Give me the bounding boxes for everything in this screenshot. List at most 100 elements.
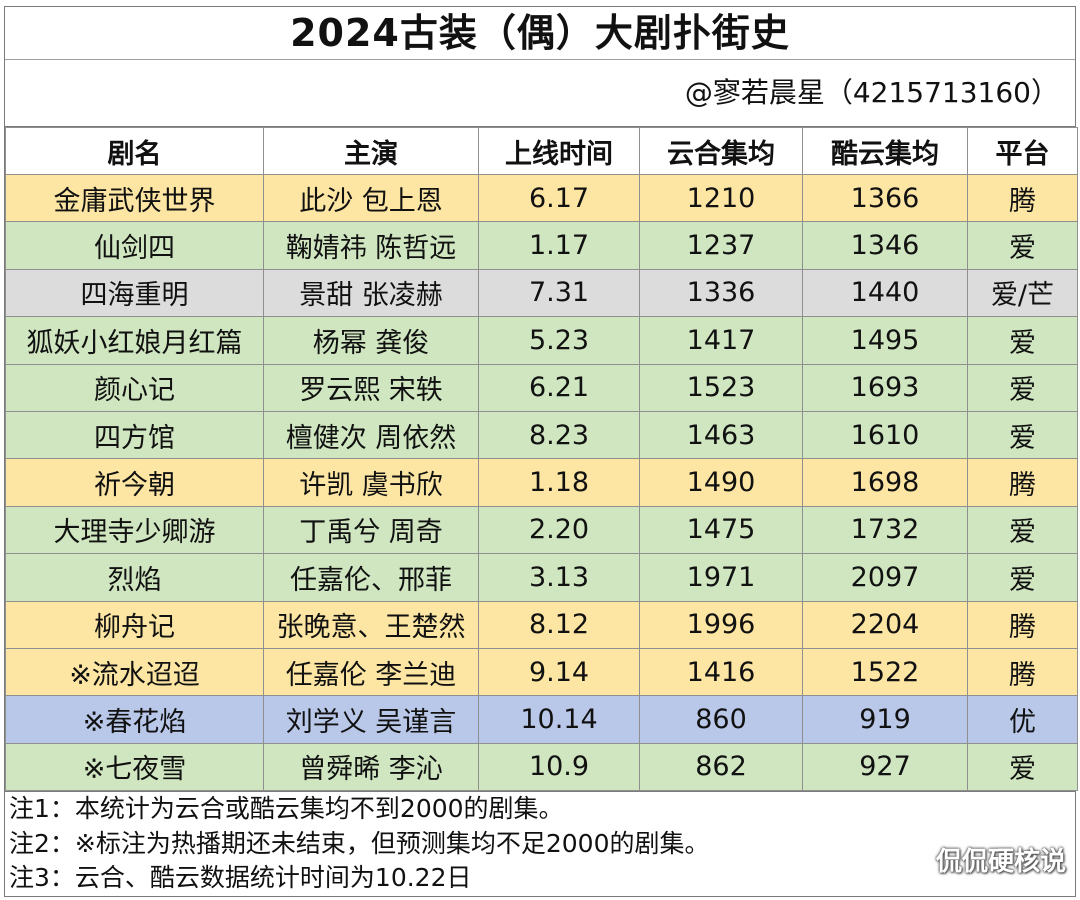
- cell-cast: 刘学义 吴谨言: [263, 695, 479, 744]
- cell-drama-name: 颜心记: [5, 363, 264, 412]
- cell-release-date: 9.14: [478, 647, 640, 697]
- table-row: 金庸武侠世界 此沙 包上恩 6.17 1210 1366 腾: [5, 173, 1078, 223]
- header-platform: 平台: [967, 127, 1078, 175]
- table-body: 金庸武侠世界 此沙 包上恩 6.17 1210 1366 腾仙剑四 鞠婧祎 陈哲远 1.17 1…: [5, 173, 1078, 792]
- cell-kuyun-avg: 1440: [802, 268, 968, 318]
- cell-release-date: 2.20: [478, 505, 640, 555]
- cell-kuyun-avg: 2204: [802, 600, 968, 649]
- table-row: 祈今朝 许凯 虞书欣 1.18 1490 1698 腾: [5, 458, 1078, 507]
- table-row: ※流水迢迢 任嘉伦 李兰迪 9.14 1416 1522 腾: [5, 647, 1078, 697]
- watermark: 侃侃硬核说: [935, 847, 1066, 877]
- cell-drama-name: 四方馆: [5, 410, 264, 460]
- cell-yunhe-avg: 1523: [639, 363, 803, 412]
- cell-platform: 腾: [967, 173, 1078, 223]
- cell-release-date: 7.31: [478, 268, 640, 318]
- cell-yunhe-avg: 1336: [639, 268, 803, 318]
- cell-release-date: 6.21: [478, 363, 640, 412]
- cell-release-date: 8.12: [478, 600, 640, 649]
- cell-platform: 爱/芒: [967, 268, 1078, 318]
- table-row: 柳舟记 张晚意、王楚然 8.12 1996 2204 腾: [5, 600, 1078, 649]
- header-cast: 主演: [263, 127, 479, 175]
- cell-cast: 杨幂 龚俊: [263, 316, 479, 365]
- cell-platform: 腾: [967, 600, 1078, 649]
- cell-kuyun-avg: 927: [802, 742, 968, 792]
- cell-platform: 爱: [967, 410, 1078, 460]
- cell-drama-name: 四海重明: [5, 268, 264, 318]
- cell-yunhe-avg: 1210: [639, 173, 803, 223]
- cell-release-date: 1.18: [478, 458, 640, 507]
- cell-platform: 爱: [967, 316, 1078, 365]
- cell-yunhe-avg: 1971: [639, 553, 803, 602]
- cell-release-date: 10.9: [478, 742, 640, 792]
- table-row: 颜心记 罗云熙 宋轶 6.21 1523 1693 爱: [5, 363, 1078, 412]
- cell-cast: 景甜 张凌赫: [263, 268, 479, 318]
- drama-table: 剧名 主演 上线时间 云合集均 酷云集均 平台 金庸武侠世界 此沙 包上恩 6.17…: [5, 127, 1078, 792]
- cell-release-date: 8.23: [478, 410, 640, 460]
- cell-yunhe-avg: 860: [639, 695, 803, 744]
- table-header-row: 剧名 主演 上线时间 云合集均 酷云集均 平台: [5, 127, 1078, 175]
- cell-yunhe-avg: 1237: [639, 221, 803, 270]
- cell-drama-name: 仙剑四: [5, 221, 264, 270]
- table-row: ※春花焰 刘学义 吴谨言 10.14 860 919 优: [5, 695, 1078, 744]
- cell-cast: 丁禹兮 周奇: [263, 505, 479, 555]
- table-row: 烈焰 任嘉伦、邢菲 3.13 1971 2097 爱: [5, 553, 1078, 602]
- cell-cast: 许凯 虞书欣: [263, 458, 479, 507]
- cell-drama-name: 狐妖小红娘月红篇: [5, 316, 264, 365]
- cell-platform: 腾: [967, 458, 1078, 507]
- cell-drama-name: ※春花焰: [5, 695, 264, 744]
- cell-platform: 爱: [967, 553, 1078, 602]
- cell-kuyun-avg: 919: [802, 695, 968, 744]
- cell-cast: 任嘉伦 李兰迪: [263, 647, 479, 697]
- cell-yunhe-avg: 1490: [639, 458, 803, 507]
- note-3: 注3：云合、酷云数据统计时间为10.22日: [9, 863, 472, 893]
- cell-kuyun-avg: 1698: [802, 458, 968, 507]
- cell-platform: 爱: [967, 742, 1078, 792]
- table-row: 四方馆 檀健次 周依然 8.23 1463 1610 爱: [5, 410, 1078, 460]
- header-release-date: 上线时间: [478, 127, 640, 175]
- cell-cast: 张晚意、王楚然: [263, 600, 479, 649]
- cell-yunhe-avg: 1996: [639, 600, 803, 649]
- cell-drama-name: 金庸武侠世界: [5, 173, 264, 223]
- cell-yunhe-avg: 1475: [639, 505, 803, 555]
- cell-yunhe-avg: 1463: [639, 410, 803, 460]
- cell-cast: 此沙 包上恩: [263, 173, 479, 223]
- cell-kuyun-avg: 1610: [802, 410, 968, 460]
- ranking-sheet: 2024古装（偶）大剧扑街史 @寥若晨星（4215713160） 剧名 主演 上…: [4, 6, 1078, 897]
- cell-yunhe-avg: 1416: [639, 647, 803, 697]
- cell-kuyun-avg: 1732: [802, 505, 968, 555]
- note-2: 注2：※标注为热播期还未结束，但预测集均不足2000的剧集。: [9, 828, 710, 858]
- cell-release-date: 5.23: [478, 316, 640, 365]
- notes-section: 注1：本统计为云合或酷云集均不到2000的剧集。 注2：※标注为热播期还未结束，…: [5, 791, 1075, 896]
- cell-yunhe-avg: 1417: [639, 316, 803, 365]
- cell-drama-name: ※流水迢迢: [5, 647, 264, 697]
- cell-kuyun-avg: 1346: [802, 221, 968, 270]
- note-1: 注1：本统计为云合或酷云集均不到2000的剧集。: [9, 794, 564, 824]
- cell-cast: 鞠婧祎 陈哲远: [263, 221, 479, 270]
- cell-kuyun-avg: 1522: [802, 647, 968, 697]
- cell-kuyun-avg: 1693: [802, 363, 968, 412]
- cell-platform: 爱: [967, 221, 1078, 270]
- cell-platform: 爱: [967, 505, 1078, 555]
- table-row: ※七夜雪 曾舜晞 李沁 10.9 862 927 爱: [5, 742, 1078, 792]
- table-row: 仙剑四 鞠婧祎 陈哲远 1.17 1237 1346 爱: [5, 221, 1078, 270]
- cell-drama-name: 柳舟记: [5, 600, 264, 649]
- cell-platform: 爱: [967, 363, 1078, 412]
- table-row: 狐妖小红娘月红篇 杨幂 龚俊 5.23 1417 1495 爱: [5, 316, 1078, 365]
- cell-drama-name: 大理寺少卿游: [5, 505, 264, 555]
- header-kuyun-avg: 酷云集均: [802, 127, 968, 175]
- cell-cast: 檀健次 周依然: [263, 410, 479, 460]
- cell-kuyun-avg: 2097: [802, 553, 968, 602]
- cell-release-date: 10.14: [478, 695, 640, 744]
- cell-platform: 优: [967, 695, 1078, 744]
- cell-cast: 曾舜晞 李沁: [263, 742, 479, 792]
- header-yunhe-avg: 云合集均: [639, 127, 803, 175]
- table-row: 大理寺少卿游 丁禹兮 周奇 2.20 1475 1732 爱: [5, 505, 1078, 555]
- cell-release-date: 1.17: [478, 221, 640, 270]
- table-row: 四海重明 景甜 张凌赫 7.31 1336 1440 爱/芒: [5, 268, 1078, 318]
- cell-cast: 任嘉伦、邢菲: [263, 553, 479, 602]
- cell-kuyun-avg: 1366: [802, 173, 968, 223]
- author-credit: @寥若晨星（4215713160）: [5, 60, 1075, 127]
- cell-release-date: 6.17: [478, 173, 640, 223]
- cell-drama-name: ※七夜雪: [5, 742, 264, 792]
- cell-platform: 腾: [967, 647, 1078, 697]
